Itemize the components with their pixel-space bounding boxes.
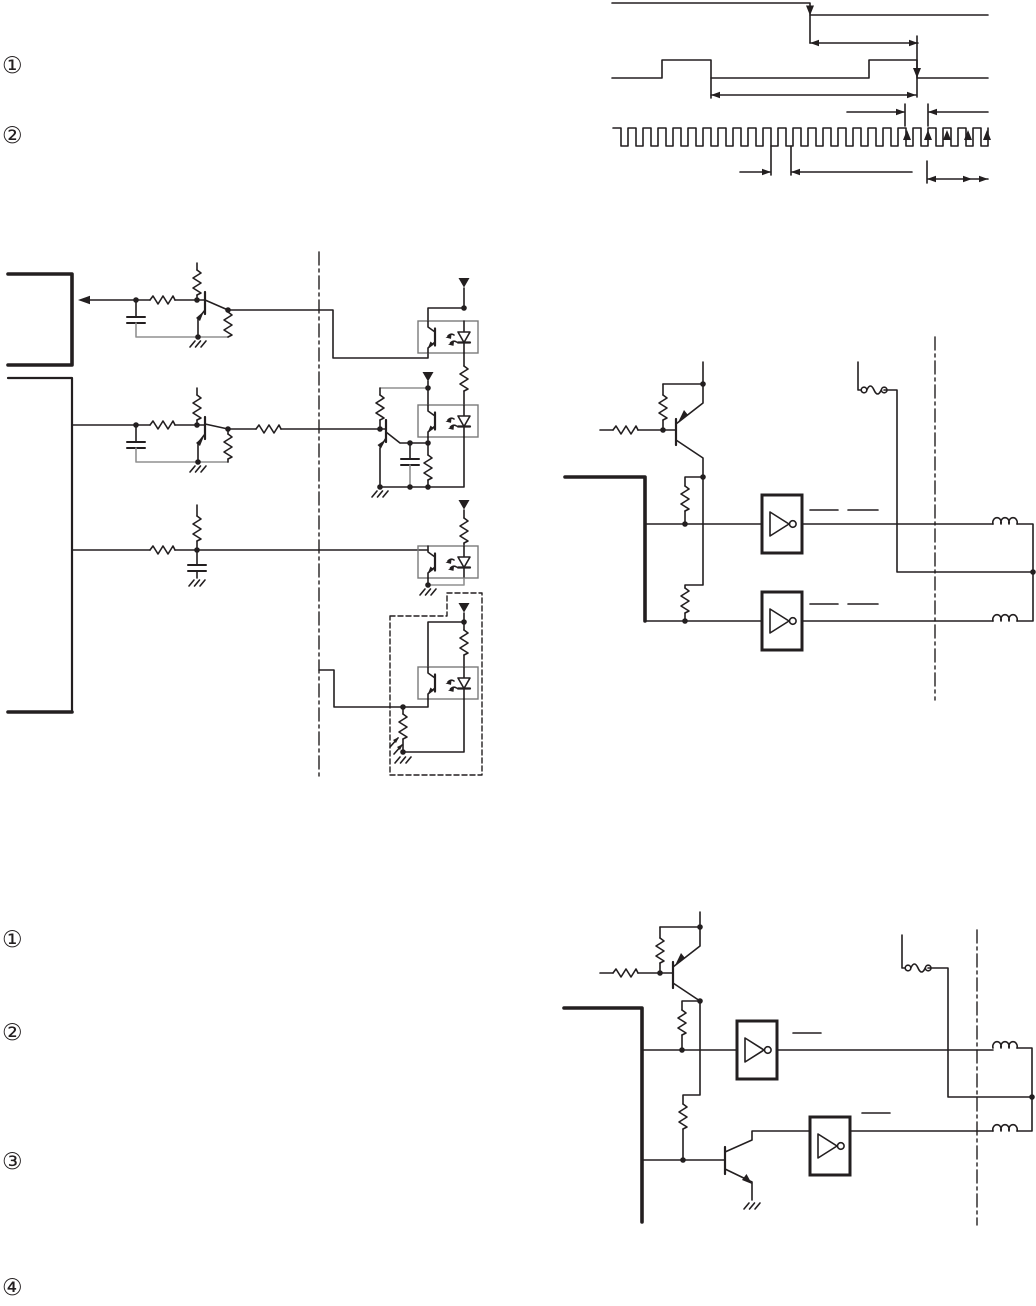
resistor — [149, 545, 176, 555]
resistor — [680, 587, 690, 614]
resistor — [678, 1103, 688, 1130]
up-arrow-icon — [983, 130, 991, 140]
varistor — [398, 713, 408, 740]
resistor — [680, 485, 690, 512]
ground-icon — [371, 490, 389, 498]
circled-marker-bottom-2: ② — [2, 1020, 23, 1046]
resistor — [612, 425, 639, 435]
optocoupler — [416, 319, 480, 355]
motor-coil — [991, 516, 1019, 525]
resistor — [192, 269, 202, 296]
optocoupler — [416, 665, 480, 701]
connector-box-lower — [6, 376, 74, 714]
resistor — [612, 968, 639, 978]
resistor — [423, 454, 433, 481]
resistor — [149, 420, 176, 430]
signal-overbar — [792, 1032, 891, 1114]
option-outline — [389, 592, 483, 776]
supply-arrow-icon — [422, 372, 434, 382]
inverter — [760, 590, 804, 652]
up-arrow-icon — [903, 130, 911, 140]
resistor — [459, 365, 469, 392]
optocoupler-stage-1 — [416, 278, 480, 406]
motor-coil — [991, 613, 1019, 622]
optocoupler-stage-4-option — [318, 592, 483, 776]
motor-drive-circuit-b — [562, 911, 1035, 1226]
optocoupler — [416, 403, 480, 439]
connector-box-upper — [6, 272, 74, 367]
capacitor — [126, 316, 146, 324]
resistor — [459, 629, 469, 656]
inverter — [735, 1019, 779, 1081]
optocoupler-stage-3 — [416, 500, 480, 596]
motor-coil — [991, 1040, 1019, 1049]
ground-icon — [188, 579, 206, 587]
ground-icon — [189, 340, 207, 348]
capacitor — [187, 564, 207, 572]
ground-icon — [394, 756, 412, 764]
timing-diagram — [611, 2, 991, 184]
circled-marker-bottom-1: ① — [2, 927, 23, 953]
up-arrow-icon — [964, 130, 972, 140]
driver-stage-2 — [71, 387, 381, 473]
inverter — [760, 493, 804, 555]
capacitor — [126, 441, 146, 449]
resistor — [255, 424, 282, 434]
resistor — [192, 394, 202, 421]
timing-trace-clock — [612, 127, 989, 147]
signal-overbar — [809, 509, 879, 605]
capacitor — [400, 458, 420, 466]
signal-bus — [563, 475, 647, 623]
left-arrow-icon — [78, 295, 90, 305]
motor-coil — [991, 1123, 1019, 1132]
timing-trace-upper — [611, 2, 989, 16]
resistor — [192, 515, 202, 542]
resistor — [677, 1009, 687, 1036]
supply-arrow-icon — [458, 500, 470, 510]
cable-connector — [860, 385, 888, 395]
resistor — [655, 937, 665, 964]
resistor — [459, 517, 469, 544]
up-arrow-icon — [943, 130, 951, 140]
ground-icon — [189, 465, 207, 473]
driver-stage-3 — [71, 504, 429, 587]
resistor — [375, 394, 385, 421]
resistor — [223, 433, 233, 460]
timing-trace-pulse — [611, 59, 989, 79]
resistor — [223, 311, 233, 338]
supply-arrow-icon — [458, 278, 470, 288]
ground-icon — [419, 588, 437, 596]
ground-icon — [743, 1202, 761, 1210]
up-arrow-icon — [924, 130, 932, 140]
circled-marker-bottom-4: ④ — [2, 1275, 23, 1301]
down-arrow-icon — [806, 5, 814, 16]
cable-connector — [904, 963, 932, 973]
circled-marker-top-2: ② — [2, 123, 23, 149]
driver-stage-1 — [78, 262, 429, 359]
circled-marker-top-1: ① — [2, 53, 23, 79]
optocoupler-stage-2 — [371, 372, 480, 498]
resistor — [149, 295, 176, 305]
motor-drive-circuit-a — [563, 336, 1036, 701]
signal-bus — [562, 1006, 644, 1224]
circled-marker-bottom-3: ③ — [2, 1149, 23, 1175]
inverter — [808, 1115, 852, 1177]
resistor — [658, 394, 668, 421]
supply-arrow-icon — [458, 603, 470, 613]
